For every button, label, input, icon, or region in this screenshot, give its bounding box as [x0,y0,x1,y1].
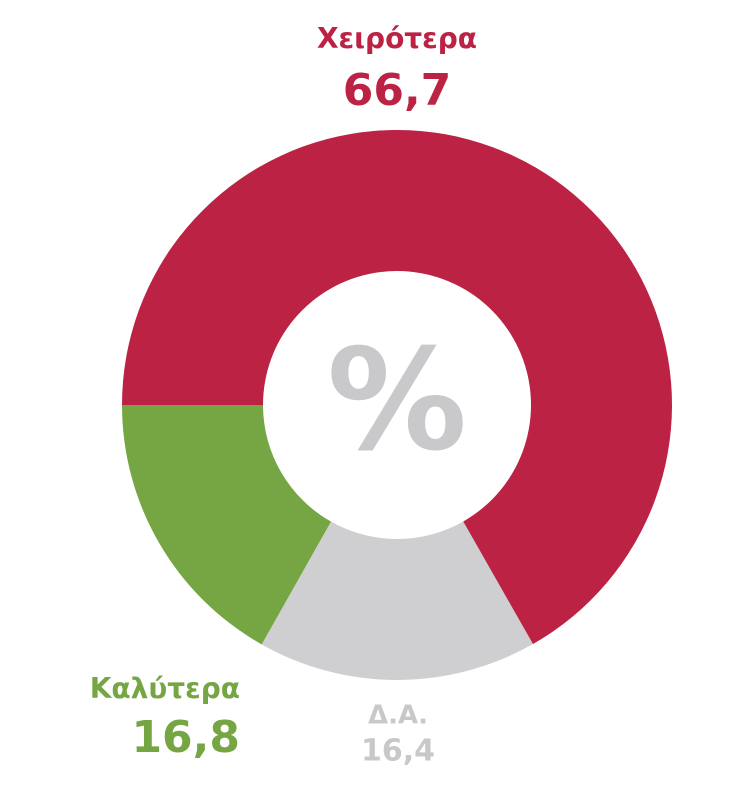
category-label: Δ.Α. [368,701,428,731]
donut-segment [122,405,332,645]
value-label: 66,7 [343,65,452,116]
value-label: 16,4 [361,734,435,769]
center-label: % [327,320,467,483]
donut-segment [261,521,533,680]
value-label: 16,8 [131,712,240,763]
category-label: Χειρότερα [317,22,477,55]
donut-segment [122,130,672,645]
category-label: Καλύτερα [90,672,240,705]
